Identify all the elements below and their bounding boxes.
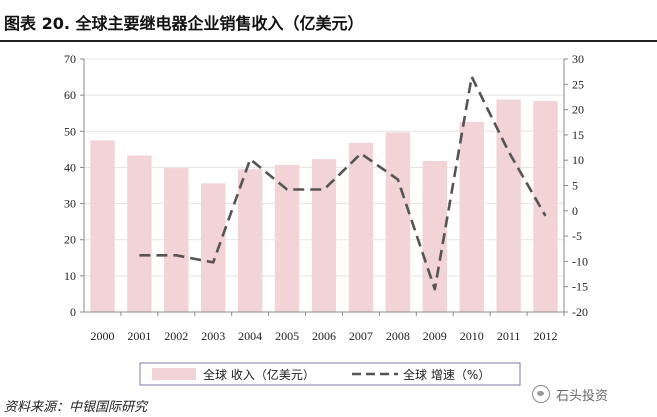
revenue-bar (274, 164, 300, 312)
revenue-bar (533, 100, 558, 312)
right-tick-label: -15 (572, 280, 588, 294)
revenue-bar (127, 155, 152, 312)
right-tick-label: 10 (572, 153, 584, 167)
revenue-bar (348, 142, 374, 312)
left-tick-label: 60 (64, 88, 76, 102)
x-tick-label: 2005 (275, 329, 299, 343)
right-tick-label: -5 (572, 229, 582, 243)
x-tick-label: 2012 (534, 329, 558, 343)
legend: 全球 收入（亿美元） 全球 增速（%） (139, 362, 521, 386)
revenue-bar (237, 169, 263, 312)
right-tick-label: 15 (572, 128, 584, 142)
left-tick-label: 50 (64, 124, 76, 138)
x-tick-label: 2010 (460, 329, 484, 343)
x-tick-label: 2000 (90, 329, 114, 343)
right-tick-label: -10 (572, 254, 588, 268)
right-tick-label: 5 (572, 179, 578, 193)
growth-line (139, 75, 547, 291)
legend-box (139, 362, 521, 386)
revenue-bar (496, 99, 521, 312)
x-tick-label: 2001 (127, 329, 151, 343)
title-underline (0, 40, 657, 42)
legend-swatch-bar (152, 368, 196, 380)
revenue-bar (385, 132, 411, 312)
x-tick-label: 2006 (312, 329, 336, 343)
left-tick-label: 20 (64, 233, 76, 247)
left-tick-label: 70 (64, 52, 76, 66)
x-tick-label: 2011 (497, 329, 521, 343)
right-tick-label: 0 (572, 204, 578, 218)
revenue-bar (164, 168, 189, 312)
right-tick-label: 20 (572, 103, 584, 117)
legend-label-revenue: 全球 收入（亿美元） (203, 367, 315, 382)
x-tick-label: 2009 (423, 329, 447, 343)
x-tick-label: 2002 (164, 329, 188, 343)
watermark-text: 石头投资 (556, 388, 609, 404)
chart-title: 图表 20. 全球主要继电器企业销售收入（亿美元） (4, 14, 364, 33)
right-tick-label: -20 (572, 305, 588, 319)
wechat-icon (532, 385, 550, 403)
left-tick-label: 10 (64, 269, 76, 283)
watermark: 石头投资 (532, 382, 608, 406)
growth-line-series (139, 75, 547, 291)
left-tick-label: 30 (64, 197, 76, 211)
revenue-bar (459, 121, 484, 312)
legend-label-growth: 全球 增速（%） (403, 367, 490, 382)
revenue-bar (201, 183, 226, 312)
left-tick-label: 40 (64, 160, 76, 174)
x-tick-label: 2008 (386, 329, 410, 343)
x-tick-label: 2003 (201, 329, 225, 343)
left-tick-label: 0 (70, 305, 76, 319)
axes: 0 10 20 30 40 50 60 70 -20 -15 -10 -5 0 5 10 15 20 25 30 20… (64, 52, 588, 343)
revenue-bar (90, 140, 115, 312)
right-tick-label: 25 (572, 77, 584, 91)
chart-header: 图表 20. 全球主要继电器企业销售收入（亿美元） (0, 0, 657, 44)
right-tick-label: 30 (572, 52, 584, 66)
x-tick-label: 2007 (349, 329, 373, 343)
x-tick-label: 2004 (238, 329, 262, 343)
source-note: 资料来源：中银国际研究 (4, 400, 148, 415)
revenue-bar (311, 159, 337, 312)
